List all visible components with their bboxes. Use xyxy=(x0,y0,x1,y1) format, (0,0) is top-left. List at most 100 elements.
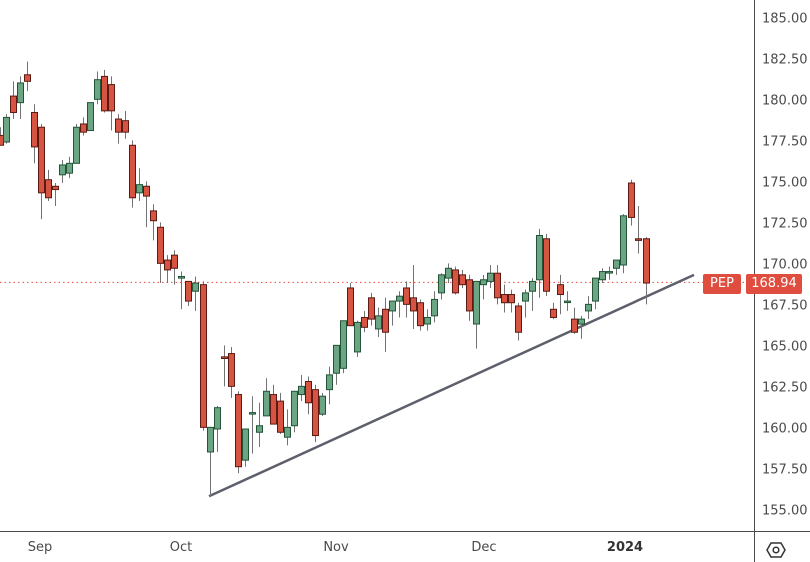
candle xyxy=(10,81,17,120)
candle xyxy=(354,320,361,357)
candle xyxy=(150,204,157,241)
candle xyxy=(80,117,87,136)
candle xyxy=(221,345,228,387)
candle xyxy=(284,409,291,446)
candle xyxy=(494,265,501,305)
time-axis-border xyxy=(0,531,810,532)
candle xyxy=(178,271,185,310)
candle xyxy=(312,384,319,443)
candle xyxy=(185,280,192,306)
candlestick-chart[interactable] xyxy=(0,0,754,531)
candle xyxy=(340,320,347,374)
candle xyxy=(164,255,171,284)
candle xyxy=(452,266,459,295)
candle xyxy=(129,140,136,208)
candle xyxy=(3,114,10,144)
candle xyxy=(242,428,249,467)
candle xyxy=(473,280,480,349)
candle xyxy=(417,299,424,331)
candle xyxy=(480,274,487,300)
last-price-tag: 168.94 xyxy=(746,274,802,294)
candle xyxy=(578,315,585,339)
candle xyxy=(396,291,403,318)
price-tick-label: 170.00 xyxy=(762,257,808,273)
price-tick-label: 157.50 xyxy=(762,462,808,478)
price-tick-label: 162.50 xyxy=(762,380,808,396)
candle xyxy=(24,61,31,92)
price-tick-label: 165.00 xyxy=(762,339,808,355)
price-tick-label: 175.00 xyxy=(762,175,808,191)
candle xyxy=(389,300,396,326)
candle xyxy=(45,169,52,202)
candle xyxy=(38,123,45,220)
candle xyxy=(235,391,242,474)
candle xyxy=(326,366,333,405)
candle xyxy=(171,250,178,285)
candle xyxy=(0,127,4,146)
candle xyxy=(291,390,298,433)
symbol-tag: PEP xyxy=(703,274,741,294)
candle xyxy=(620,214,627,274)
candle xyxy=(459,269,466,288)
price-tick-label: 172.50 xyxy=(762,216,808,232)
price-tick-label: 177.50 xyxy=(762,134,808,150)
candle xyxy=(73,123,80,164)
candle xyxy=(550,302,557,320)
price-tick-label: 155.00 xyxy=(762,503,808,519)
price-tick-label: 160.00 xyxy=(762,421,808,437)
candle xyxy=(249,396,256,454)
candle xyxy=(101,69,108,113)
candle xyxy=(585,296,592,320)
candle xyxy=(207,426,214,497)
candle xyxy=(122,110,129,139)
candle xyxy=(599,268,606,284)
candle xyxy=(410,265,417,329)
candle xyxy=(543,233,550,297)
time-tick-label: 2024 xyxy=(606,540,644,555)
price-tick-label: 185.00 xyxy=(762,11,808,27)
candle xyxy=(319,392,326,416)
candle xyxy=(52,183,59,206)
candle xyxy=(643,237,650,305)
candle xyxy=(143,181,150,228)
candle xyxy=(87,102,94,132)
candle xyxy=(192,276,199,311)
time-tick-label: Oct xyxy=(169,540,193,555)
candle xyxy=(592,277,599,310)
price-tick-label: 182.50 xyxy=(762,52,808,68)
candle xyxy=(94,71,101,105)
candle xyxy=(333,344,340,385)
price-tick-label: 180.00 xyxy=(762,93,808,109)
candle xyxy=(347,283,354,327)
candle xyxy=(438,273,445,300)
candle xyxy=(115,114,122,144)
candle xyxy=(487,265,494,288)
candle xyxy=(277,392,284,434)
candle xyxy=(536,228,543,298)
candle xyxy=(66,156,73,179)
candle xyxy=(31,104,38,164)
candle xyxy=(431,291,438,323)
candle xyxy=(515,302,522,341)
settings-hexagon-icon[interactable] xyxy=(766,540,786,560)
candle xyxy=(305,376,312,415)
candle xyxy=(270,384,277,425)
candle xyxy=(635,205,642,254)
candle xyxy=(606,266,613,280)
candle xyxy=(424,309,431,331)
candle xyxy=(136,168,143,202)
trendline[interactable] xyxy=(208,273,695,498)
candle xyxy=(557,274,564,315)
candle xyxy=(263,378,270,417)
candle xyxy=(501,284,508,313)
candle xyxy=(571,307,578,334)
candle xyxy=(403,281,410,318)
candle xyxy=(256,402,263,448)
candle xyxy=(361,310,368,333)
candle xyxy=(529,278,536,311)
candle xyxy=(59,160,66,183)
candle xyxy=(298,374,305,402)
candle xyxy=(17,76,24,120)
candles xyxy=(0,61,650,497)
candle xyxy=(522,289,529,318)
